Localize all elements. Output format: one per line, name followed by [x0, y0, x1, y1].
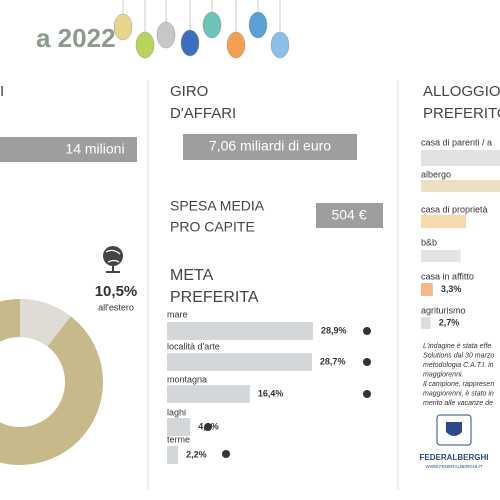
category-icon — [363, 390, 371, 398]
note-line: L'indagine è stata effe — [423, 343, 491, 350]
donut-slice — [20, 299, 71, 347]
heading: ALLOGGIO — [423, 83, 500, 100]
heading: GIRO — [170, 83, 208, 100]
category-label: località d'arte — [167, 341, 220, 351]
category-icon — [204, 423, 212, 431]
heading: SPESA MEDIA — [170, 198, 265, 214]
category-label: terme — [167, 434, 190, 444]
abroad-caption: all'estero — [98, 302, 134, 312]
bar — [421, 283, 433, 296]
category-label: casa di parenti / a — [421, 137, 492, 147]
category-icon — [363, 358, 371, 366]
heading: PREFERITO — [423, 105, 500, 122]
bar — [421, 250, 461, 262]
bar — [421, 317, 431, 329]
bar — [167, 322, 313, 340]
globe-icon — [103, 246, 123, 273]
heading: PREFERITA — [170, 289, 259, 306]
heading: D'AFFARI — [170, 105, 236, 122]
category-label: laghi — [167, 407, 186, 417]
value-label: 28,9% — [321, 325, 347, 335]
title: a 2022 — [36, 23, 116, 53]
value-label: 16,4% — [258, 388, 284, 398]
total: 14 milioni — [65, 141, 124, 157]
bar — [167, 446, 179, 464]
value-label: 2,7% — [439, 317, 460, 327]
bar — [421, 215, 466, 228]
logo-name: FEDERALBERGHI — [420, 453, 489, 462]
logo-badge — [436, 414, 472, 446]
note-line: maggiorenni. — [423, 371, 464, 378]
category-label: agriturismo — [421, 305, 466, 315]
bar — [167, 353, 312, 371]
total-box — [316, 203, 383, 228]
bar — [167, 385, 250, 403]
value-label: 28,7% — [320, 356, 346, 366]
total-box — [0, 137, 137, 162]
note-line: Solutions dal 30 marzo — [423, 352, 494, 359]
logo-url: WWW.FEDERALBERGHI.IT — [425, 464, 482, 469]
heading: I — [0, 83, 4, 100]
value-label: 3,3% — [441, 284, 462, 294]
note-line: merito alle vacanze de — [423, 400, 493, 407]
value-label: 2,2% — [186, 449, 207, 459]
total: 504 € — [331, 207, 366, 223]
category-label: casa di proprietà — [421, 204, 488, 214]
note-line: maggiorenni, è stato in — [423, 390, 494, 397]
abroad-value: 10,5% — [95, 283, 138, 300]
total-box — [183, 134, 357, 160]
category-label: casa in affitto — [421, 271, 474, 281]
note-line: metodologia C.A.T.I. in — [423, 362, 494, 369]
bar — [421, 150, 500, 166]
category-label: b&b — [421, 237, 437, 247]
category-icon — [363, 327, 371, 335]
total: 7,06 miliardi di euro — [209, 138, 331, 154]
bar — [421, 180, 500, 192]
heading: PRO CAPITE — [170, 219, 255, 235]
category-label: montagna — [167, 374, 207, 384]
easter-eggs — [113, 0, 290, 59]
category-label: albergo — [421, 169, 451, 179]
heading: META — [170, 267, 214, 284]
category-icon — [222, 450, 230, 458]
category-label: mare — [167, 309, 188, 319]
bar — [167, 418, 191, 436]
note-line: Il campione, rappresen — [423, 381, 494, 388]
